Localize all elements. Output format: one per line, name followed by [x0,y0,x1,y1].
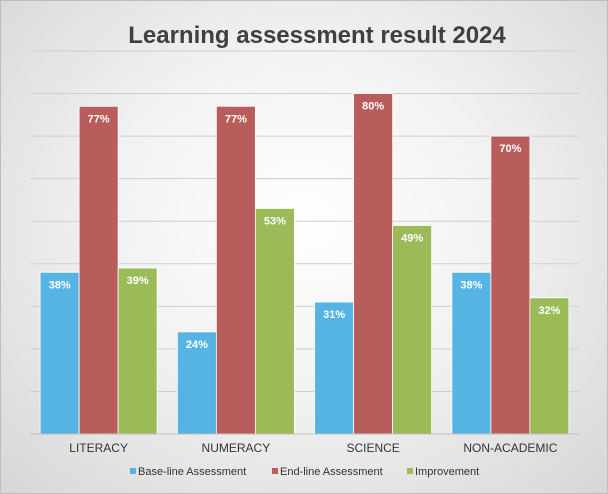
data-label: 31% [323,309,345,321]
bar-improvement-non-academic [529,297,570,435]
data-label: 53% [264,215,286,227]
bar-end-line-assessment-literacy [78,105,119,435]
data-label: 39% [127,275,149,287]
legend: Base-line Assessment End-line Assessment I… [130,466,479,478]
data-label: 49% [401,232,423,244]
legend-label: Improvement [415,466,479,478]
data-label: 38% [460,279,482,291]
data-label: 70% [499,143,521,155]
bar-base-line-assessment-literacy [39,271,80,435]
data-labels: 38% 77% 39% 24% 77% 53% 31% 80% 49% 38% 70% 32% [49,101,561,351]
legend-swatch [272,468,278,474]
chart-title: Learning assessment result 2024 [128,22,506,49]
legend-swatch [407,468,413,474]
bar-end-line-assessment-science [353,93,394,435]
legend-label: Base-line Assessment [138,466,246,478]
data-label: 38% [49,279,71,291]
x-tick-label: LITERACY [69,441,128,455]
data-label: 77% [225,113,247,125]
bar-end-line-assessment-non-academic [490,135,531,435]
x-tick-label: NON-ACADEMIC [463,441,557,455]
bar-improvement-literacy [117,267,158,435]
bar-end-line-assessment-numeracy [215,105,256,435]
x-tick-label: SCIENCE [346,441,399,455]
data-label: 32% [538,305,560,317]
legend-swatch [130,468,136,474]
legend-label: End-line Assessment [280,466,383,478]
data-label: 24% [186,339,208,351]
bar-improvement-science [392,225,433,435]
data-label: 77% [88,113,110,125]
data-label: 80% [362,101,384,113]
x-tick-label: NUMERACY [202,441,271,455]
bar-base-line-assessment-non-academic [451,271,492,435]
bars [39,93,570,435]
bar-base-line-assessment-science [314,301,355,435]
bar-improvement-numeracy [254,208,295,435]
x-axis: LITERACY NUMERACY SCIENCE NON-ACADEMIC [30,433,579,455]
